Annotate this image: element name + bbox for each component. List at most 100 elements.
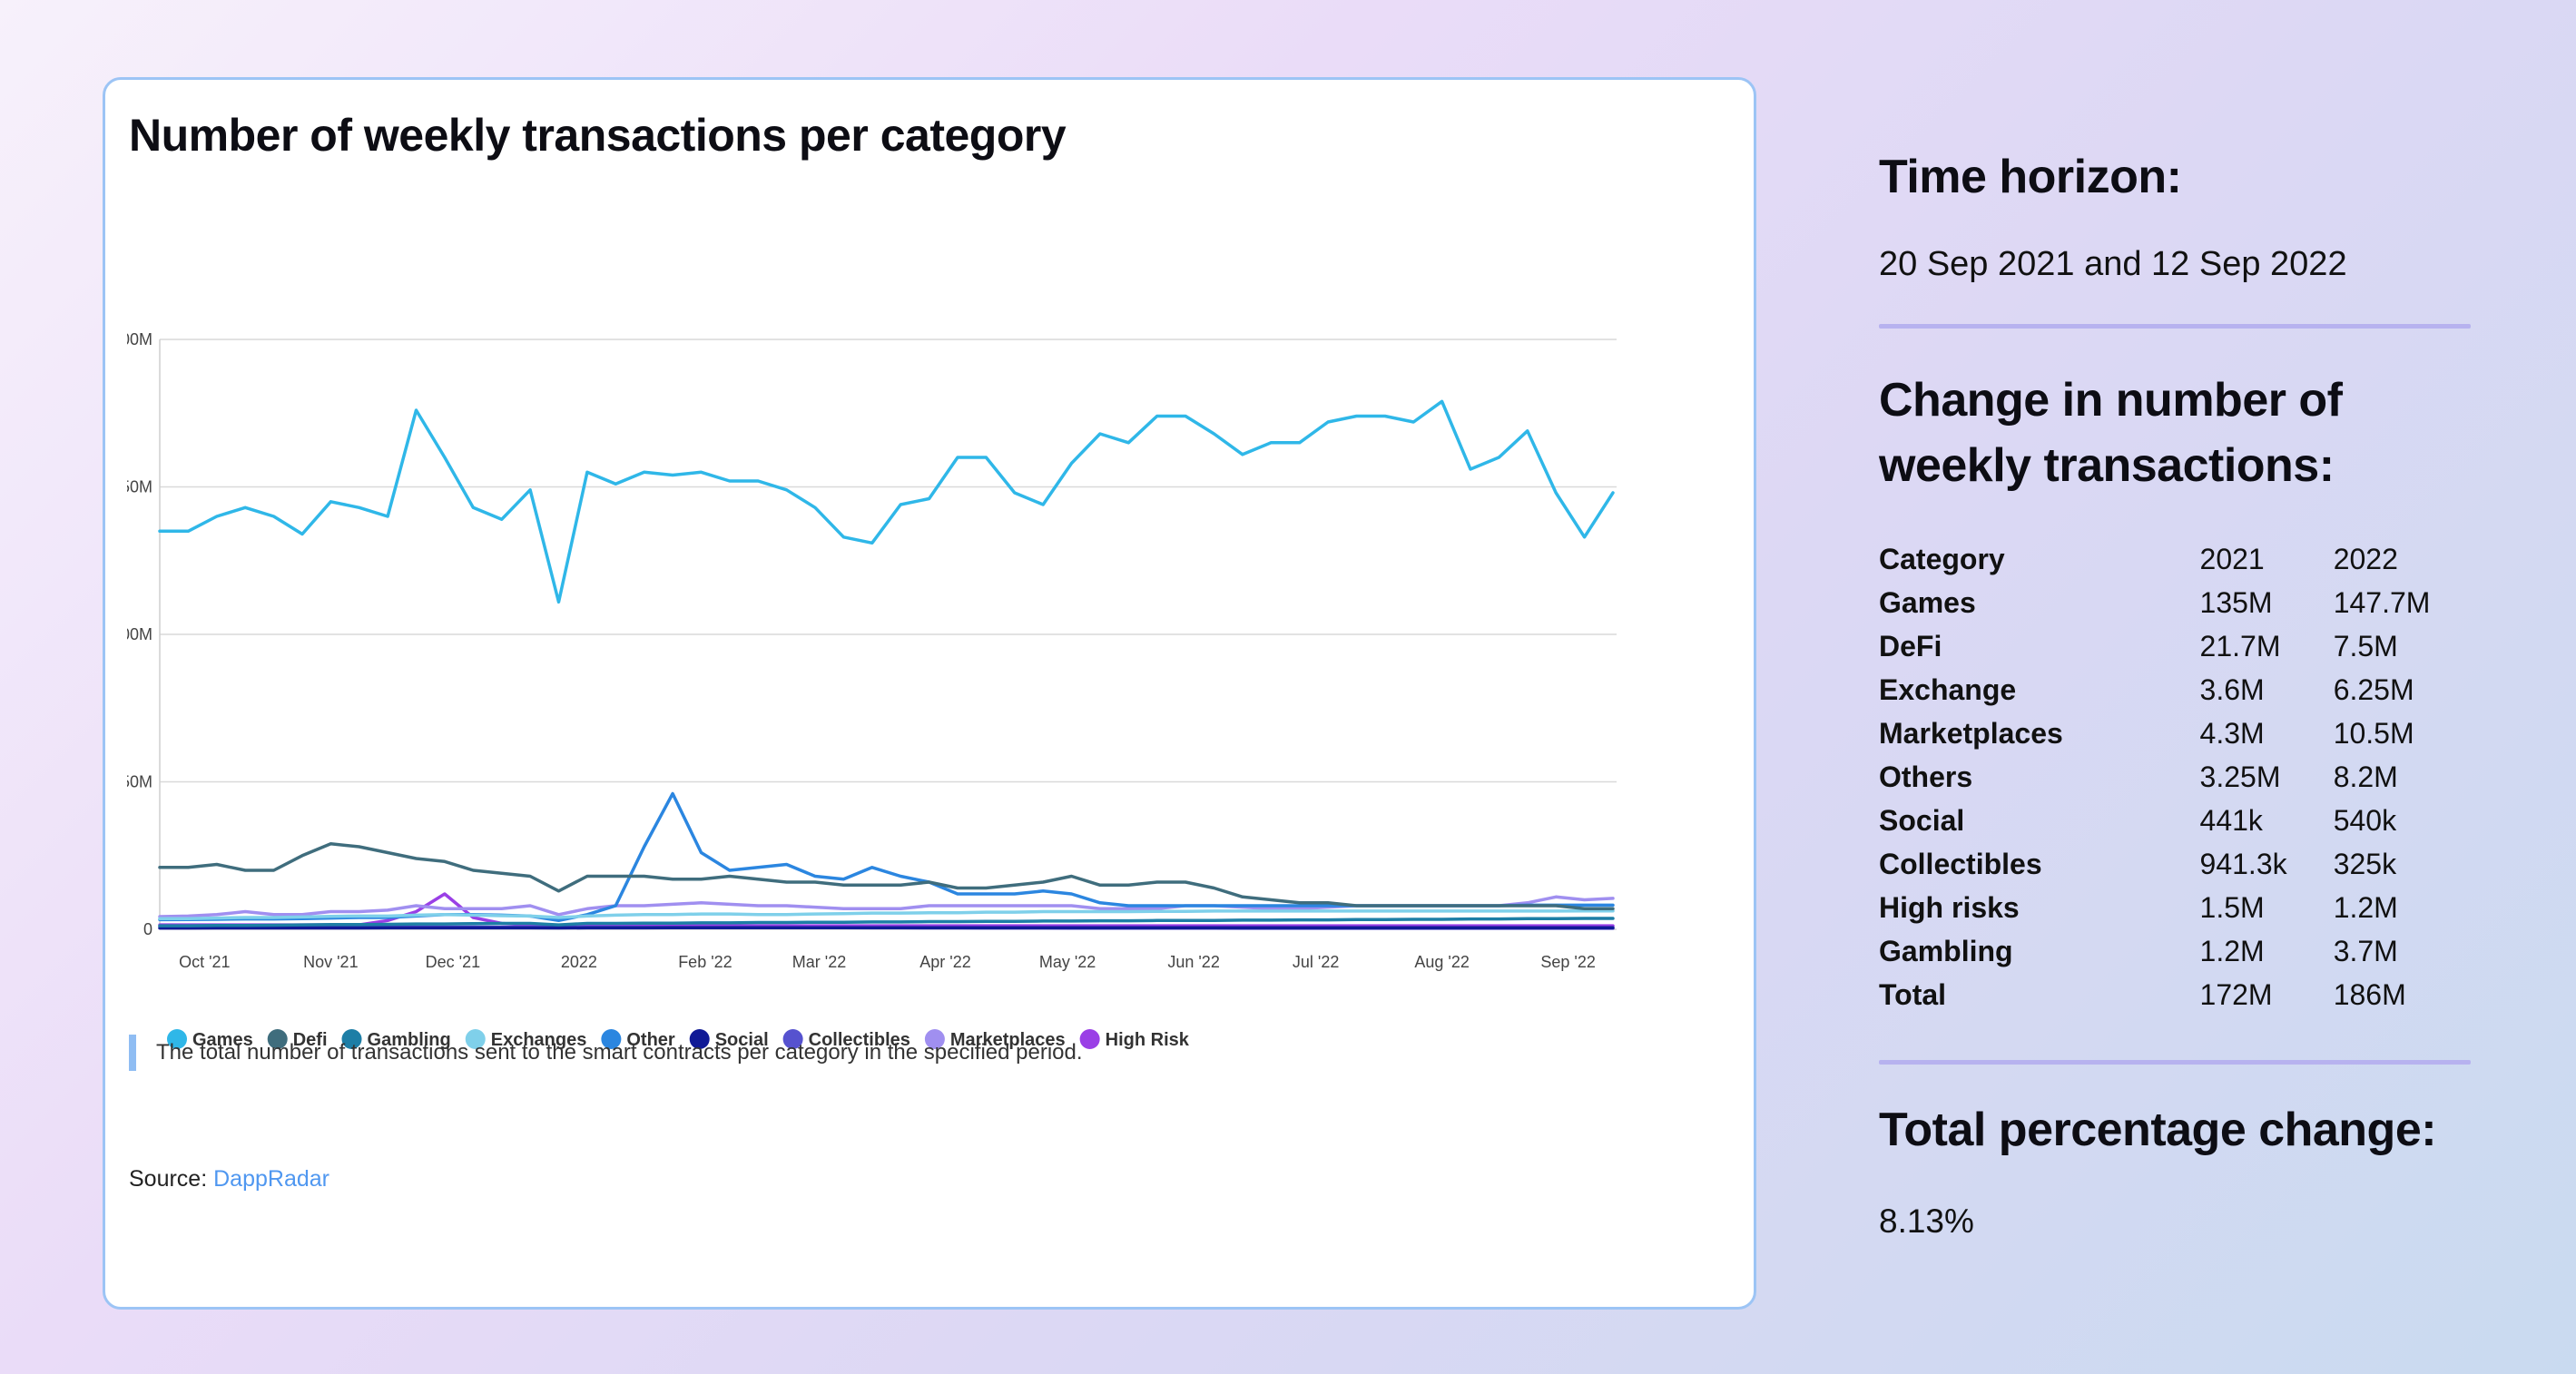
category-cell: Gambling bbox=[1879, 934, 2013, 967]
series-line-gambling bbox=[158, 917, 1615, 927]
category-cell: Social bbox=[1879, 803, 1965, 837]
value-2022-cell: 10.5M bbox=[2333, 716, 2414, 750]
series-line-defi bbox=[158, 842, 1615, 911]
legend-label[interactable]: High Risk bbox=[1106, 1030, 1190, 1050]
value-2021-cell: 441k bbox=[2199, 803, 2263, 837]
x-tick-label: Apr '22 bbox=[919, 953, 970, 971]
value-2022-cell: 3.7M bbox=[2333, 934, 2398, 967]
legend-label[interactable]: Exchanges bbox=[491, 1030, 587, 1050]
source-link[interactable]: DappRadar bbox=[213, 1166, 329, 1192]
legend-marker bbox=[167, 1029, 187, 1049]
table-row: High risks 1.5M 1.2M bbox=[1879, 886, 2469, 929]
legend-label[interactable]: Social bbox=[715, 1030, 769, 1050]
value-2021-cell: 135M bbox=[2199, 585, 2273, 619]
legend-label[interactable]: Other bbox=[626, 1030, 675, 1050]
value-2022-cell: 8.2M bbox=[2333, 760, 2398, 793]
total-change-value: 8.13% bbox=[1879, 1202, 1974, 1240]
total-change-heading: Total percentage change: bbox=[1879, 1104, 2437, 1156]
divider bbox=[1879, 1060, 2471, 1065]
y-tick-label: 200M bbox=[127, 330, 152, 348]
x-tick-label: 2022 bbox=[561, 953, 597, 971]
y-tick-label: 0 bbox=[143, 920, 152, 938]
value-2022-cell: 1.2M bbox=[2333, 890, 2398, 924]
x-tick-label: Dec '21 bbox=[426, 953, 480, 971]
value-2021-cell: 1.2M bbox=[2199, 934, 2265, 967]
category-cell: High risks bbox=[1879, 890, 2020, 924]
x-tick-label: Oct '21 bbox=[179, 953, 230, 971]
value-2022-cell: 6.25M bbox=[2333, 672, 2414, 706]
table-row: Gambling 1.2M 3.7M bbox=[1879, 929, 2469, 973]
legend-label[interactable]: Games bbox=[192, 1030, 253, 1050]
source-line: Source: DappRadar bbox=[129, 1166, 329, 1192]
source-label: Source: bbox=[129, 1166, 208, 1192]
x-tick-label: Aug '22 bbox=[1414, 953, 1470, 971]
chart-title: Number of weekly transactions per catego… bbox=[129, 110, 1067, 161]
divider bbox=[1879, 324, 2471, 329]
y-tick-label: 50M bbox=[127, 773, 152, 791]
legend-marker bbox=[924, 1029, 945, 1049]
chart-caption: The total number of transactions sent to… bbox=[129, 1035, 1083, 1071]
legend-label[interactable]: Defi bbox=[293, 1030, 328, 1050]
x-tick-label: Nov '21 bbox=[303, 953, 358, 971]
series-line-other bbox=[158, 791, 1615, 923]
legend-marker bbox=[465, 1029, 486, 1049]
column-header-2021: 2021 bbox=[2199, 542, 2265, 575]
legend-marker bbox=[341, 1029, 362, 1049]
column-header-2022: 2022 bbox=[2333, 542, 2398, 575]
value-2021-cell: 941.3k bbox=[2199, 847, 2287, 880]
value-2021-cell: 1.5M bbox=[2199, 890, 2265, 924]
x-tick-label: Jul '22 bbox=[1293, 953, 1339, 971]
time-horizon-value: 20 Sep 2021 and 12 Sep 2022 bbox=[1879, 245, 2347, 283]
legend-marker bbox=[782, 1029, 803, 1049]
x-tick-label: Feb '22 bbox=[678, 953, 732, 971]
series-line-exchanges bbox=[158, 908, 1615, 921]
category-cell: Others bbox=[1879, 760, 1973, 793]
time-horizon-heading: Time horizon: bbox=[1879, 151, 2182, 203]
value-2021-cell: 21.7M bbox=[2199, 629, 2281, 662]
y-tick-label: 100M bbox=[127, 625, 152, 643]
x-axis-ticks: Oct '21 Nov '21 Dec '21 2022 Feb '22 Mar '22 A… bbox=[179, 953, 1596, 971]
x-tick-label: Mar '22 bbox=[792, 953, 846, 971]
table-row: Games 135M 147.7M bbox=[1879, 581, 2469, 624]
series-line-games bbox=[158, 399, 1615, 604]
value-2022-cell: 147.7M bbox=[2333, 585, 2431, 619]
legend-label[interactable]: Collectibles bbox=[809, 1030, 910, 1050]
legend-marker bbox=[689, 1029, 710, 1049]
category-cell: Games bbox=[1879, 585, 1976, 619]
value-2022-cell: 7.5M bbox=[2333, 629, 2398, 662]
chart-card bbox=[103, 77, 1756, 1310]
category-cell: Total bbox=[1879, 977, 1947, 1011]
category-cell: Marketplaces bbox=[1879, 716, 2063, 750]
legend-marker bbox=[267, 1029, 288, 1049]
value-2022-cell: 540k bbox=[2333, 803, 2397, 837]
value-2022-cell: 325k bbox=[2333, 847, 2397, 880]
x-tick-label: May '22 bbox=[1039, 953, 1096, 971]
table-row: Social 441k 540k bbox=[1879, 799, 2469, 842]
category-cell: Collectibles bbox=[1879, 847, 2042, 880]
y-tick-label: 150M bbox=[127, 478, 152, 496]
table-header-row: Category 2021 2022 bbox=[1879, 537, 2469, 581]
line-chart: 0 50M 100M 150M 200M Oct '21 Nov '21 Dec '21 20… bbox=[127, 330, 1617, 1050]
value-2021-cell: 4.3M bbox=[2199, 716, 2265, 750]
x-tick-label: Jun '22 bbox=[1167, 953, 1219, 971]
table-row: Collectibles 941.3k 325k bbox=[1879, 842, 2469, 886]
legend: Games Defi Gambling Exchanges Other Social Col… bbox=[167, 1029, 1190, 1050]
value-2021-cell: 3.25M bbox=[2199, 760, 2281, 793]
category-cell: DeFi bbox=[1879, 629, 1942, 662]
x-tick-label: Sep '22 bbox=[1540, 953, 1596, 971]
legend-label[interactable]: Marketplaces bbox=[950, 1030, 1066, 1050]
y-axis-ticks: 0 50M 100M 150M 200M bbox=[127, 330, 152, 938]
value-2021-cell: 3.6M bbox=[2199, 672, 2265, 706]
value-2022-cell: 186M bbox=[2333, 977, 2406, 1011]
value-2021-cell: 172M bbox=[2199, 977, 2273, 1011]
legend-label[interactable]: Gambling bbox=[368, 1030, 451, 1050]
column-header-category: Category bbox=[1879, 542, 2005, 575]
table-row: Total 172M 186M bbox=[1879, 973, 2469, 1016]
change-heading: Change in number of weekly transactions: bbox=[1879, 374, 2343, 492]
table-body: Games 135M 147.7M DeFi 21.7M 7.5M Exchange 3.6M… bbox=[1879, 581, 2469, 1016]
table-row: DeFi 21.7M 7.5M bbox=[1879, 624, 2469, 668]
table-row: Exchange 3.6M 6.25M bbox=[1879, 668, 2469, 712]
table-row: Others 3.25M 8.2M bbox=[1879, 755, 2469, 799]
series-lines bbox=[158, 399, 1615, 930]
table-row: Marketplaces 4.3M 10.5M bbox=[1879, 712, 2469, 755]
